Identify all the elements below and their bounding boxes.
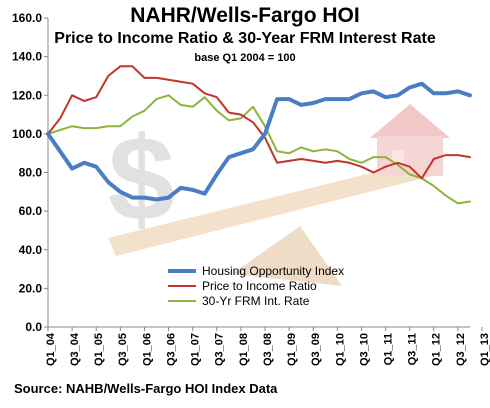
x-tick-label: Q3_05 <box>117 333 129 366</box>
y-tick-label: 60.0 <box>19 204 43 218</box>
x-tick-label: Q1_05 <box>93 333 105 366</box>
x-tick-label: Q3_10 <box>358 333 370 366</box>
y-tick-label: 40.0 <box>19 243 43 257</box>
x-tick-label: Q3_09 <box>310 333 322 366</box>
axes: 0.0 20.0 40.0 60.0 80.0 100.0 120.0 140.0 160.0 Q… <box>12 11 490 366</box>
x-tick-label: Q1_08 <box>238 333 250 366</box>
legend-label: Price to Income Ratio <box>202 279 317 293</box>
y-tick-label: 80.0 <box>19 166 43 180</box>
x-tick-label: Q1_11 <box>383 333 395 365</box>
series-line-1 <box>47 65 471 180</box>
chart-subtitle: Price to Income Ratio & 30-Year FRM Inte… <box>54 30 436 47</box>
x-tick-label: Q1_13 <box>479 333 490 366</box>
x-tick-label: Q3_07 <box>214 333 226 366</box>
chart-base-note: base Q1 2004 = 100 <box>194 52 296 64</box>
chart-title: NAHR/Wells-Fargo HOI <box>130 4 360 27</box>
y-tick-label: 100.0 <box>12 127 42 141</box>
seesaw-plank <box>108 158 440 256</box>
source-note: Source: NAHB/Wells-Fargo HOI Index Data <box>14 381 278 396</box>
x-tick-label: Q3_11 <box>407 333 419 365</box>
series-lines <box>46 65 472 205</box>
house-icon <box>370 104 450 176</box>
x-tick-label: Q1_07 <box>190 333 202 366</box>
y-tick-label: 120.0 <box>12 88 42 102</box>
x-tick-label: Q1_10 <box>334 333 346 366</box>
y-tick-label: 140.0 <box>12 50 42 64</box>
x-tick-label: Q1_09 <box>286 333 298 366</box>
x-tick-label: Q1_12 <box>431 333 443 366</box>
series-line-2 <box>47 94 471 205</box>
legend-label: Housing Opportunity Index <box>202 264 344 278</box>
y-tick-label: 160.0 <box>12 11 42 25</box>
background-illustration: $ <box>108 104 450 286</box>
x-tick-label: Q3_04 <box>69 332 81 366</box>
dollar-sign-icon: $ <box>108 112 175 246</box>
y-tick-label: 20.0 <box>19 281 43 295</box>
x-tick-label: Q1_06 <box>141 333 153 366</box>
x-tick-label: Q3_06 <box>165 333 177 366</box>
y-tick-label: 0.0 <box>25 320 42 334</box>
seesaw-fulcrum <box>232 226 342 286</box>
series-line-0 <box>46 81 472 202</box>
x-tick-label: Q3_12 <box>455 333 467 366</box>
x-tick-label: Q3_08 <box>262 333 274 366</box>
legend-label: 30-Yr FRM Int. Rate <box>202 294 310 308</box>
x-tick-label: Q1_04 <box>45 332 57 366</box>
